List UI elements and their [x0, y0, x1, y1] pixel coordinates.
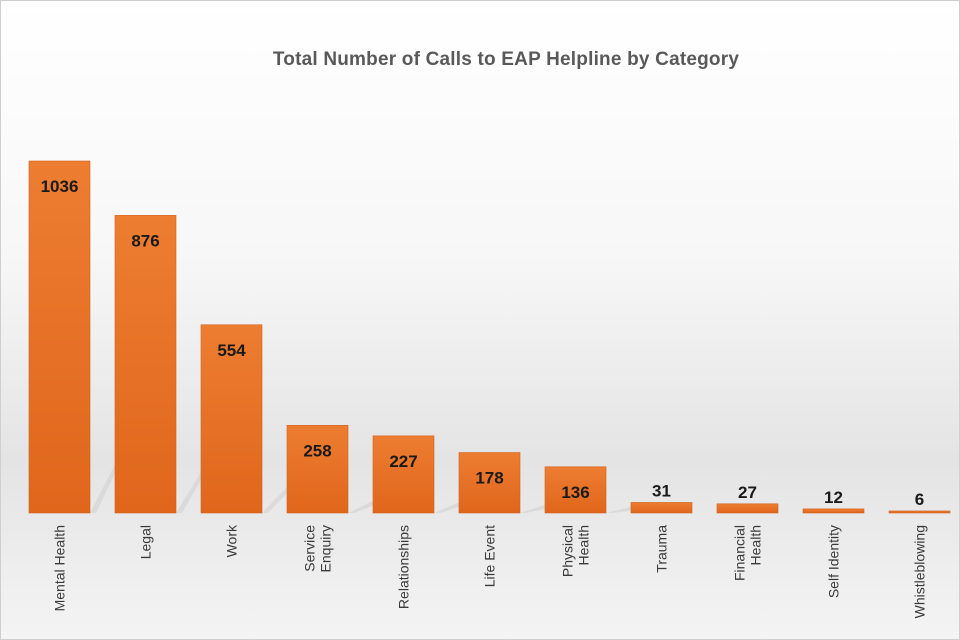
data-label: 178: [475, 469, 503, 488]
category-label: Trauma: [654, 525, 670, 573]
chart-title: Total Number of Calls to EAP Helpline by…: [272, 49, 740, 70]
data-label: 136: [561, 483, 589, 502]
data-label: 12: [824, 488, 843, 507]
category-label: Mental Health: [52, 525, 68, 611]
category-label-line: Whistleblowing: [912, 525, 928, 618]
category-label-line: Service: [302, 525, 318, 572]
data-label: 227: [389, 452, 417, 471]
category-label-line: Self Identity: [826, 525, 842, 598]
category-label-line: Health: [748, 525, 764, 565]
bar: [28, 160, 91, 514]
data-label: 6: [915, 490, 924, 509]
category-label-line: Health: [576, 525, 592, 565]
bar: [372, 435, 435, 514]
category-label: Relationships: [396, 525, 412, 609]
bar: [716, 503, 779, 514]
category-label-line: Relationships: [396, 525, 412, 609]
data-label: 1036: [41, 177, 79, 196]
data-label: 876: [131, 231, 159, 250]
category-labels: Mental Health Legal Work Service Enquiry Rela…: [52, 524, 928, 618]
category-label: Self Identity: [826, 525, 842, 598]
data-label: 554: [217, 341, 246, 360]
category-label-line: Financial: [732, 525, 748, 581]
category-label: Financial Health: [732, 525, 764, 581]
data-label: 27: [738, 483, 757, 502]
bar: [114, 215, 177, 514]
category-label: Legal: [138, 525, 154, 559]
category-label: Life Event: [482, 525, 498, 587]
bar: [544, 466, 607, 514]
category-label-line: Trauma: [654, 525, 670, 573]
category-label: Physical Health: [560, 525, 592, 577]
data-labels: 1036 876 554 258 227 178 136 31 27 12 6: [41, 177, 925, 509]
category-label: Work: [224, 524, 240, 557]
bar: [286, 425, 349, 514]
category-label-line: Legal: [138, 525, 154, 559]
category-label-line: Work: [224, 524, 240, 557]
category-label-line: Enquiry: [318, 525, 334, 572]
bar-shadow: [520, 499, 560, 513]
data-label: 31: [652, 481, 671, 500]
category-label-line: Life Event: [482, 525, 498, 587]
bar: [200, 324, 263, 514]
category-label: Service Enquiry: [302, 525, 334, 573]
bar: [802, 508, 865, 514]
category-label-line: Physical: [560, 525, 576, 577]
bar: [458, 452, 521, 514]
bar: [630, 502, 693, 514]
data-label: 258: [303, 441, 331, 460]
bar-shadow: [90, 435, 130, 513]
category-label-line: Mental Health: [52, 525, 68, 611]
bars: [28, 160, 951, 514]
bar: [888, 510, 951, 514]
category-label: Whistleblowing: [912, 525, 928, 618]
